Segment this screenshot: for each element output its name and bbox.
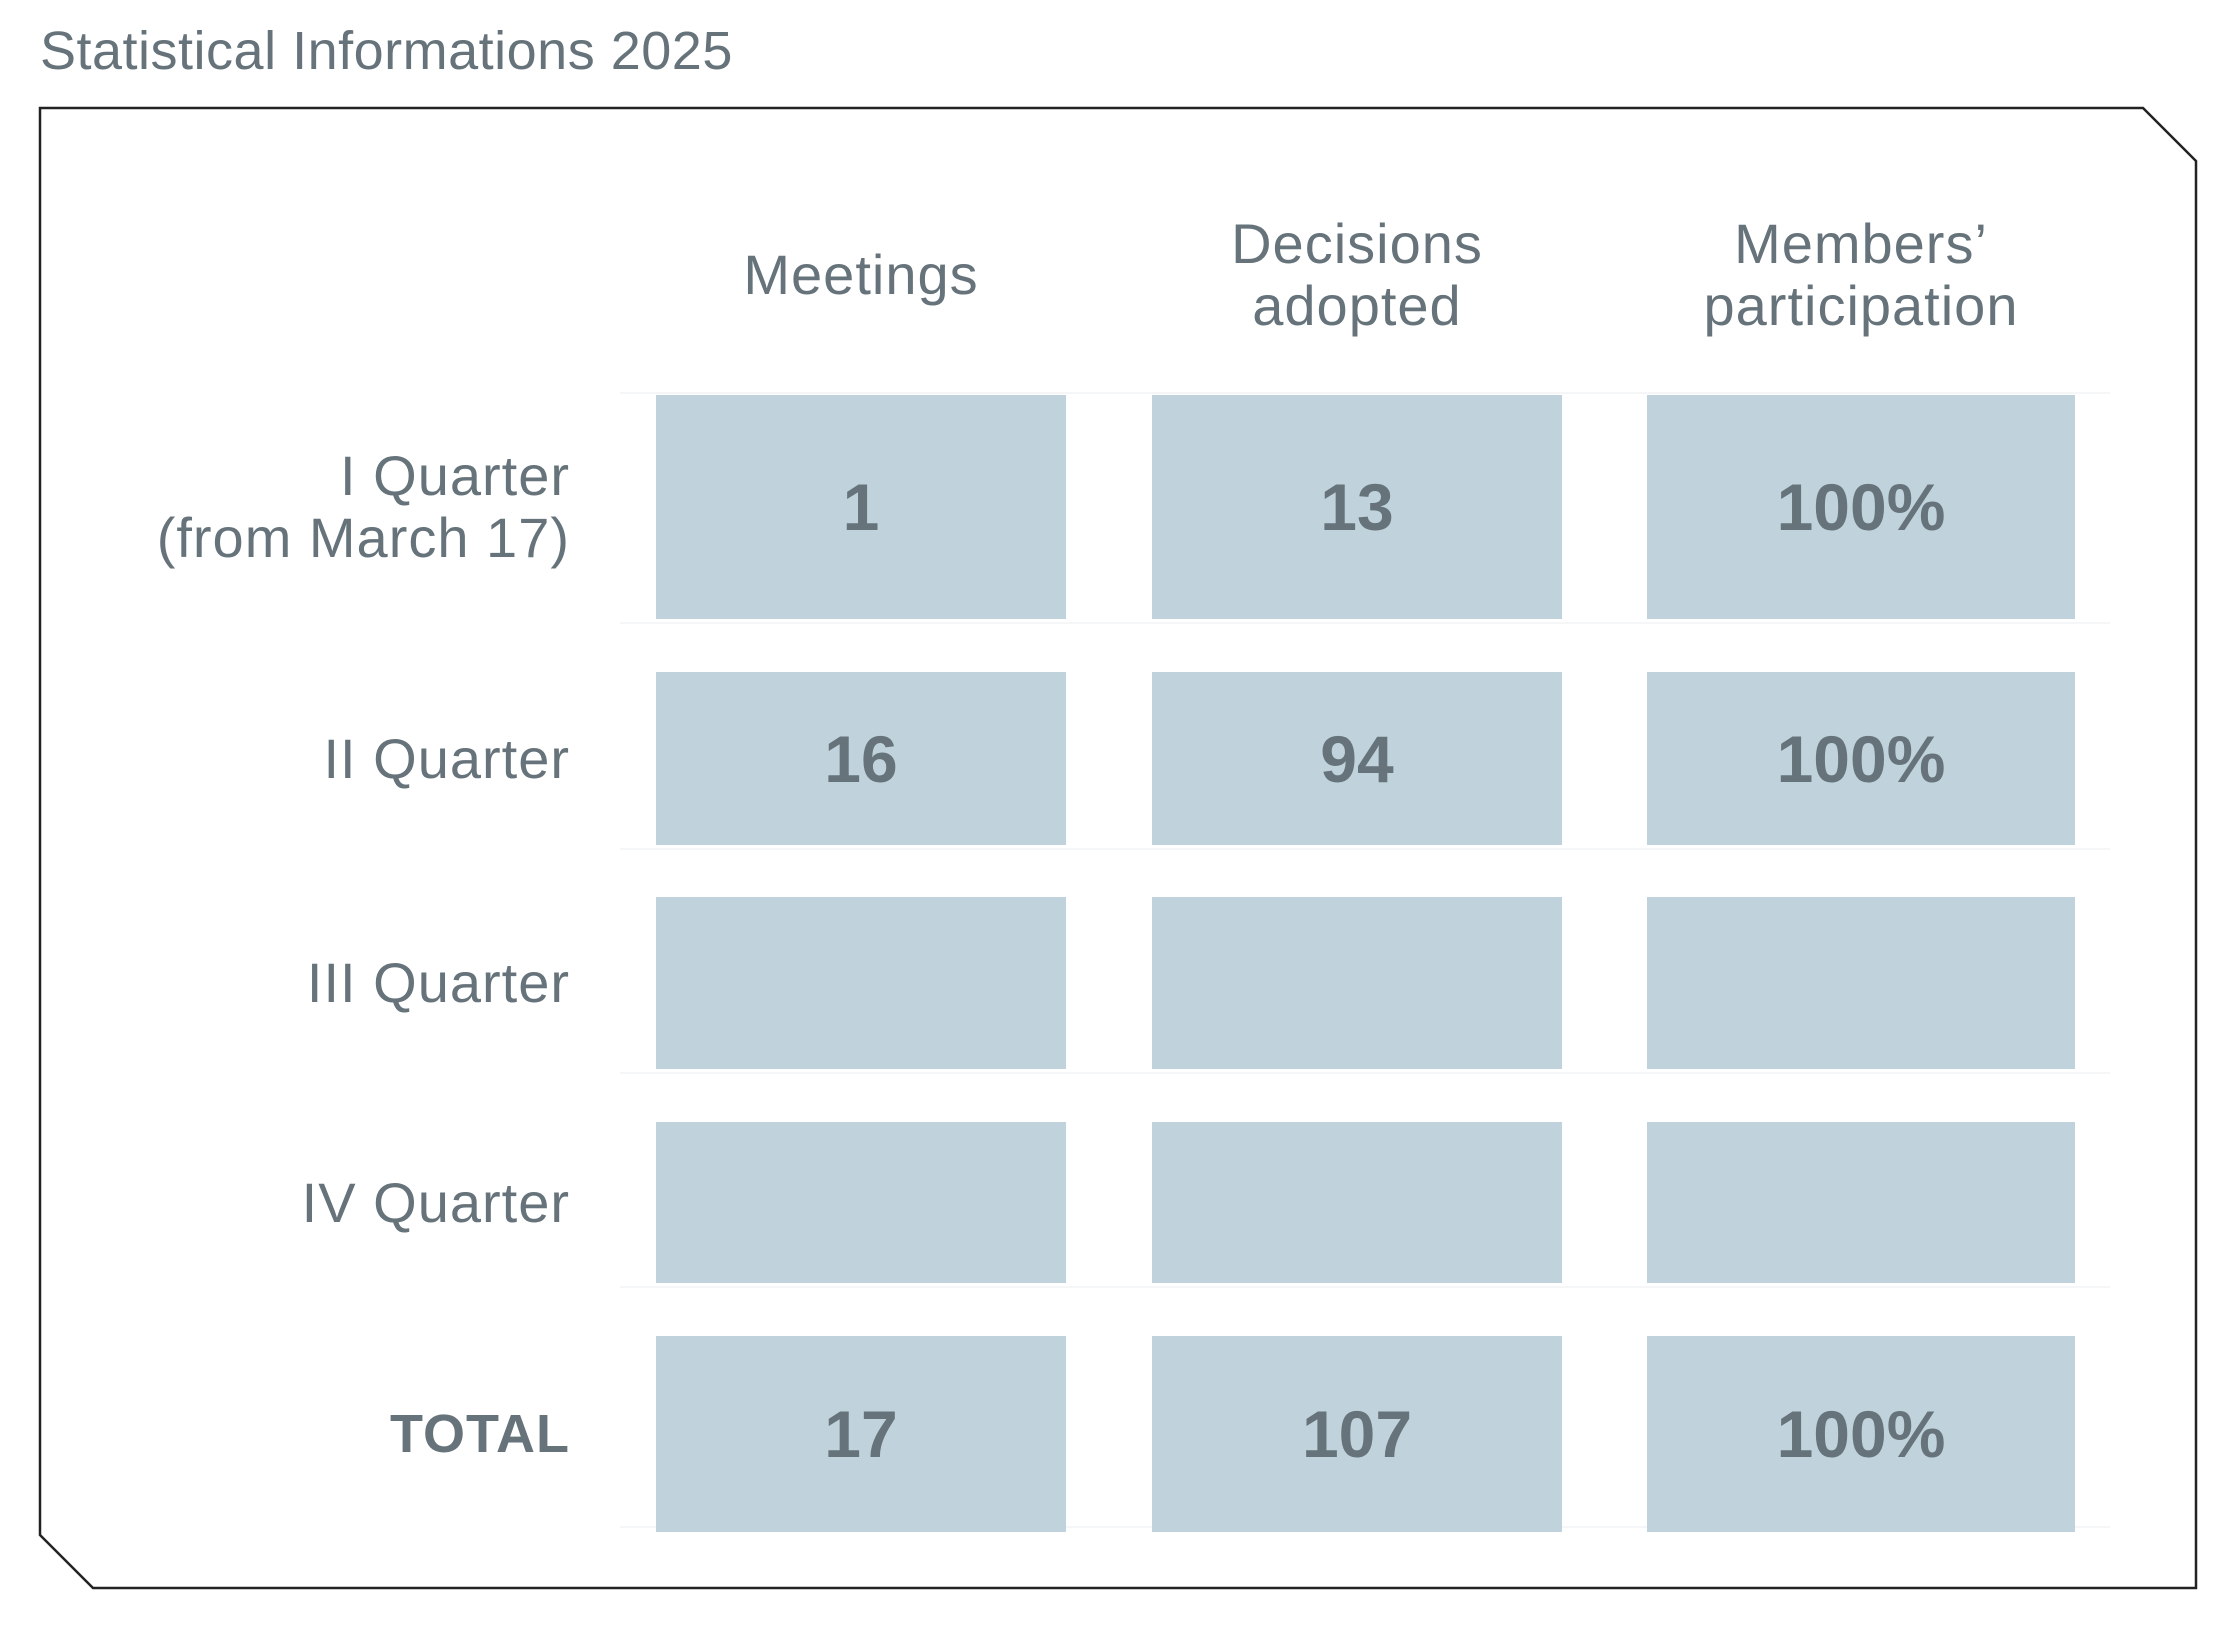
row-separator	[620, 848, 2110, 850]
column-header-meetings: Meetings	[656, 210, 1066, 340]
row-separator	[620, 392, 2110, 394]
column-header-line: Members’	[1734, 212, 1988, 275]
row-label-q2: II Quarter	[323, 726, 570, 790]
cell-q4-decisions	[1152, 1122, 1562, 1283]
row-label-total: TOTAL	[390, 1404, 570, 1464]
column-header-line: Decisions	[1231, 212, 1483, 275]
column-header-members-participation: Members’ participation	[1647, 210, 2075, 340]
cell-q3-decisions	[1152, 897, 1562, 1069]
row-separator	[620, 1072, 2110, 1074]
column-header-label: Decisions adopted	[1231, 213, 1483, 337]
cell-q2-meetings: 16	[656, 672, 1066, 845]
cell-q1-decisions: 13	[1152, 395, 1562, 619]
cell-q2-participation: 100%	[1647, 672, 2075, 845]
column-header-line: adopted	[1252, 274, 1462, 337]
row-separator	[620, 1286, 2110, 1288]
column-header-label: Meetings	[743, 243, 979, 306]
cell-q4-participation	[1647, 1122, 2075, 1283]
cell-q1-participation: 100%	[1647, 395, 2075, 619]
column-header-line: participation	[1703, 274, 2019, 337]
cell-q4-meetings	[656, 1122, 1066, 1283]
row-label-q4: IV Quarter	[301, 1170, 570, 1234]
cell-q2-decisions: 94	[1152, 672, 1562, 845]
column-header-label: Members’ participation	[1704, 213, 2019, 337]
row-label-line: (from March 17)	[156, 506, 570, 569]
page-title: Statistical Informations 2025	[40, 21, 733, 81]
row-label-line: I Quarter	[340, 444, 570, 507]
cell-q3-meetings	[656, 897, 1066, 1069]
cell-q3-participation	[1647, 897, 2075, 1069]
cell-q1-meetings: 1	[656, 395, 1066, 619]
cell-total-decisions: 107	[1152, 1336, 1562, 1532]
cell-total-meetings: 17	[656, 1336, 1066, 1532]
column-header-decisions-adopted: Decisions adopted	[1152, 210, 1562, 340]
row-label-q1: I Quarter (from March 17)	[60, 395, 570, 619]
row-label-q3: III Quarter	[306, 951, 570, 1014]
cell-total-participation: 100%	[1647, 1336, 2075, 1532]
row-separator	[620, 622, 2110, 624]
